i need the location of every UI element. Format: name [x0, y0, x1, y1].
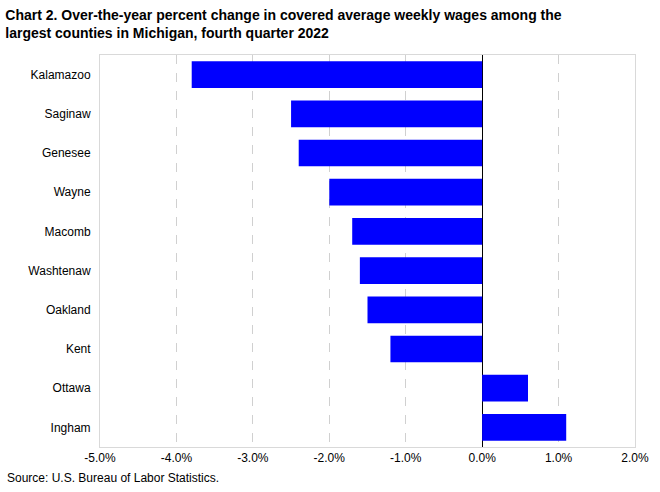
svg-text:Macomb: Macomb [45, 225, 91, 239]
svg-text:Wayne: Wayne [54, 185, 91, 199]
svg-text:-1.0%: -1.0% [390, 451, 422, 465]
svg-text:Washtenaw: Washtenaw [28, 264, 91, 278]
svg-text:1.0%: 1.0% [545, 451, 573, 465]
svg-text:Kalamazoo: Kalamazoo [31, 68, 91, 82]
svg-text:2.0%: 2.0% [621, 451, 649, 465]
svg-text:Saginaw: Saginaw [45, 107, 91, 121]
svg-text:Oakland: Oakland [46, 303, 91, 317]
svg-text:Ingham: Ingham [51, 421, 91, 435]
svg-text:Source: U.S. Bureau of Labor S: Source: U.S. Bureau of Labor Statistics. [7, 471, 219, 485]
svg-text:-4.0%: -4.0% [161, 451, 193, 465]
svg-text:-2.0%: -2.0% [314, 451, 346, 465]
svg-text:Ottawa: Ottawa [53, 381, 91, 395]
svg-text:-5.0%: -5.0% [84, 451, 116, 465]
svg-text:Kent: Kent [66, 342, 91, 356]
svg-text:Genesee: Genesee [42, 146, 91, 160]
svg-text:-3.0%: -3.0% [237, 451, 269, 465]
svg-text:Chart 2. Over-the-year percent: Chart 2. Over-the-year percent change in… [5, 7, 562, 41]
svg-text:0.0%: 0.0% [468, 451, 496, 465]
